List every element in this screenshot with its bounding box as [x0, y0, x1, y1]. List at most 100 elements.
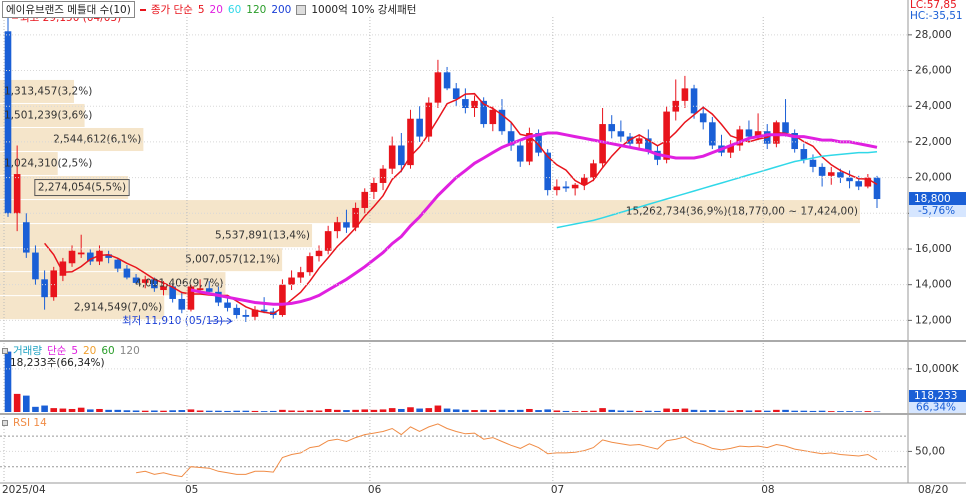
- candle-body: [452, 88, 460, 100]
- volume-profile-label: 1,501,239(3,6%): [4, 109, 92, 121]
- candle-body: [68, 250, 76, 264]
- candle-body: [635, 138, 643, 144]
- volume-profile-label: 1,024,310(2,5%): [4, 158, 92, 170]
- pattern-label[interactable]: 1000억 10% 강세패턴: [311, 4, 417, 16]
- checkbox[interactable]: [2, 347, 8, 354]
- volume-bar: [782, 409, 789, 412]
- candle-body: [233, 307, 240, 316]
- legend-entry[interactable]: 5: [197, 3, 205, 16]
- candle-body: [782, 122, 789, 133]
- candle-body: [59, 261, 67, 276]
- candle-body: [690, 88, 698, 114]
- volume-bar: [873, 411, 881, 412]
- candle-body: [681, 88, 689, 101]
- volume-bar: [178, 410, 186, 412]
- candle-body: [727, 145, 734, 153]
- volume-bar: [645, 410, 652, 412]
- volume-bar: [754, 410, 762, 412]
- candle-body: [434, 72, 442, 103]
- volume-bar: [260, 411, 268, 412]
- volume-bar: [663, 408, 670, 412]
- legend-entry[interactable]: 200: [271, 3, 292, 16]
- volume-profile-band: [0, 176, 129, 200]
- indicator-values: LC:57,85 HC:-35,51: [910, 0, 963, 22]
- volume-bar: [196, 410, 204, 412]
- legend-entry[interactable]: 60: [101, 344, 115, 357]
- volume-bar: [315, 410, 323, 412]
- candle-body: [827, 172, 835, 176]
- candle-body: [516, 145, 524, 162]
- candle-body: [480, 100, 487, 125]
- volume-bar: [507, 410, 515, 412]
- candle-body: [617, 131, 625, 137]
- candle-body: [324, 231, 332, 251]
- candle-body: [608, 124, 616, 132]
- volume-profile-band: [0, 103, 85, 127]
- volume-bar: [846, 411, 853, 412]
- candle-body: [580, 177, 588, 185]
- legend-swatch: [139, 8, 146, 11]
- volume-bar: [718, 410, 725, 412]
- volume-bar: [169, 410, 176, 412]
- y-tick-label: 20,000: [915, 172, 952, 184]
- volume-bar: [370, 409, 378, 412]
- x-tick-label: 2025/04: [2, 484, 46, 496]
- volume-bar: [205, 410, 213, 412]
- candle-body: [645, 138, 652, 151]
- x-tick-label: 07: [551, 484, 564, 496]
- moving-average-line: [190, 131, 878, 306]
- candle-body: [187, 286, 195, 310]
- volume-bar: [96, 408, 103, 412]
- volume-profile-label: 5,007,057(12,1%): [185, 254, 280, 266]
- candle-body: [77, 252, 85, 255]
- candle-body: [169, 286, 176, 299]
- ma-prefix: 종가 단순: [150, 4, 193, 16]
- checkbox[interactable]: [296, 4, 307, 15]
- candle-body: [114, 259, 122, 269]
- price-header: 에이유브랜즈 메틀대 수(10) 종가 단순 5 20 60 120 200 1…: [2, 1, 416, 18]
- candle-body: [800, 149, 808, 160]
- candle-body: [599, 124, 606, 164]
- candle-body: [562, 186, 570, 189]
- legend-entry[interactable]: 20: [209, 3, 223, 16]
- candle-body: [87, 252, 94, 262]
- volume-bar: [187, 409, 195, 412]
- volume-bar: [571, 411, 579, 412]
- y-tick-label: 12,000: [915, 314, 952, 326]
- legend-entry[interactable]: 60: [227, 3, 242, 16]
- legend-entry[interactable]: 120: [119, 344, 140, 357]
- candle-body: [398, 145, 405, 166]
- volume-bar: [59, 408, 67, 412]
- volume-bar: [425, 408, 433, 412]
- volume-pct-bg: [909, 402, 966, 413]
- candle-body: [745, 129, 753, 137]
- candle-body: [526, 132, 533, 162]
- legend-entry[interactable]: 20: [83, 344, 97, 357]
- checkbox[interactable]: [2, 420, 8, 426]
- candle-body: [178, 298, 186, 310]
- candle-body: [251, 309, 259, 317]
- stock-title[interactable]: 에이유브랜즈 메틀대 수(10): [2, 1, 135, 18]
- volume-bar: [800, 410, 808, 412]
- volume-bar: [13, 393, 21, 412]
- change-tag: -5,76%: [918, 205, 955, 217]
- candle-body: [4, 31, 12, 214]
- volume-bar: [361, 409, 369, 412]
- volume-bar: [114, 409, 122, 412]
- volume-bar: [599, 408, 606, 412]
- legend-entry[interactable]: 5: [71, 344, 78, 357]
- volume-bar: [269, 410, 277, 412]
- candle-body: [462, 99, 469, 109]
- volume-bar: [837, 411, 844, 412]
- volume-profile-label: 15,262,734(36,9%)(18,770,00 ~ 17,424,00): [626, 206, 858, 218]
- candle-body: [123, 268, 131, 278]
- volume-bar: [242, 410, 250, 412]
- volume-bar: [709, 410, 716, 412]
- volume-bar: [151, 410, 158, 412]
- price-tag: 18,800: [914, 193, 951, 205]
- legend-entry[interactable]: 120: [246, 3, 267, 16]
- volume-bar: [50, 408, 58, 412]
- volume-bar: [141, 410, 149, 412]
- volume-bar: [398, 408, 405, 412]
- volume-bar: [818, 410, 826, 412]
